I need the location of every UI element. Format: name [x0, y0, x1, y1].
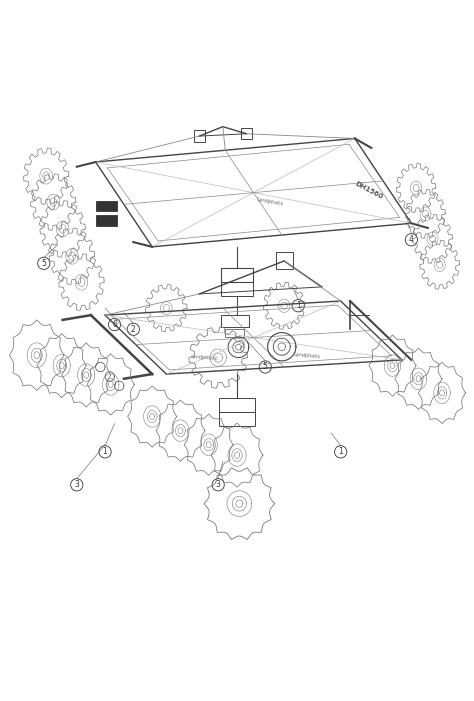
Bar	[220, 268, 254, 283]
Text: Landphatic: Landphatic	[190, 354, 218, 361]
Bar	[241, 128, 252, 139]
Bar	[225, 329, 244, 337]
Text: 6: 6	[112, 320, 117, 329]
Text: 1: 1	[338, 447, 343, 456]
Text: 5: 5	[263, 362, 268, 372]
Text: Landphatic: Landphatic	[294, 353, 321, 360]
Text: 5: 5	[41, 259, 46, 268]
Text: 2: 2	[131, 325, 136, 334]
Text: 3: 3	[216, 480, 220, 489]
Text: Landphatic: Landphatic	[256, 197, 284, 207]
Text: 4: 4	[409, 236, 414, 244]
Bar	[96, 201, 117, 212]
Bar	[194, 130, 205, 142]
Bar	[220, 315, 249, 327]
Bar	[276, 252, 292, 269]
Bar	[219, 397, 255, 411]
Text: 3: 3	[74, 480, 79, 489]
Bar	[219, 411, 255, 426]
Bar	[96, 215, 117, 226]
Text: 1: 1	[296, 301, 301, 311]
Text: DH1560: DH1560	[354, 180, 384, 200]
Bar	[220, 283, 254, 297]
Text: 1: 1	[103, 447, 108, 456]
